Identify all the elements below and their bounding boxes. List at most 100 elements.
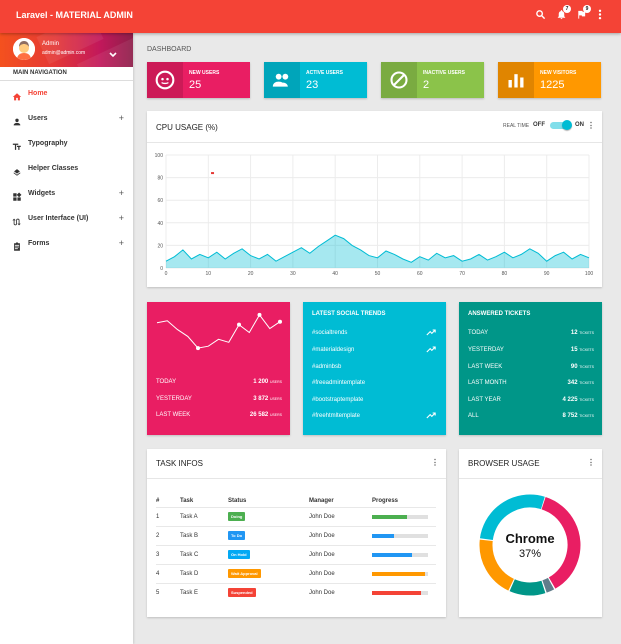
- toggle-knob[interactable]: [562, 120, 572, 130]
- browser-usage-card: BROWSER USAGE ⋮ Chrome 37%: [459, 449, 602, 617]
- infobox-new-users[interactable]: NEW USERS 25: [147, 62, 250, 98]
- expand-icon[interactable]: +: [118, 213, 124, 223]
- table-row[interactable]: 5 Task E Suspended John Doe: [156, 582, 436, 602]
- more-vert-icon[interactable]: ⋮: [431, 458, 439, 467]
- task-manager: John Doe: [309, 582, 372, 602]
- table-row[interactable]: 3 Task C On Hold John Doe: [156, 544, 436, 564]
- infobox-label: NEW VISITORS: [540, 70, 577, 76]
- x-tick-label: 30: [290, 271, 296, 277]
- answered-tickets-card: ANSWERED TICKETS TODAY 12 TICKETS YESTERD…: [459, 302, 602, 435]
- trend-item[interactable]: #socialtrends: [312, 329, 436, 336]
- cpu-line: [165, 234, 590, 263]
- stat-label: YESTERDAY: [156, 396, 192, 402]
- trend-item[interactable]: #bootstraptemplate: [312, 397, 364, 403]
- trending-up-icon: [426, 329, 436, 336]
- y-tick-label: 20: [157, 243, 163, 249]
- progress-fill: [372, 552, 413, 557]
- sidebar-item-users[interactable]: Users +: [0, 110, 133, 128]
- trend-item[interactable]: #freehtmltemplate: [312, 412, 436, 419]
- progress-bar: [372, 514, 428, 519]
- x-tick-label: 80: [502, 271, 508, 277]
- divider: [147, 478, 446, 479]
- bar-chart-icon: [498, 62, 534, 98]
- expand-icon[interactable]: +: [118, 188, 124, 198]
- more-vert-icon[interactable]: [598, 9, 602, 20]
- avatar[interactable]: [13, 38, 35, 60]
- progress-bar: [372, 571, 428, 576]
- sidebar-item-home[interactable]: Home: [0, 85, 133, 103]
- expand-icon[interactable]: +: [118, 113, 124, 123]
- table-row[interactable]: 2 Task B To Do John Doe: [156, 525, 436, 545]
- sparkline-point: [196, 346, 200, 351]
- stat-label: TODAY: [156, 379, 177, 385]
- table-row[interactable]: 1 Task A Doing John Doe: [156, 506, 436, 526]
- ticket-row: ALL 8 752 TICKETS: [468, 413, 594, 419]
- task-number: 3: [156, 544, 180, 564]
- progress-bar: [372, 552, 428, 557]
- divider: [0, 80, 133, 81]
- card-title: LATEST SOCIAL TRENDS: [312, 311, 386, 317]
- sidebar-item-label: Home: [28, 90, 48, 97]
- donut-segment: [479, 494, 581, 596]
- sidebar-item-widgets[interactable]: Widgets +: [0, 185, 133, 203]
- user-info: Admin admin@admin.com: [0, 33, 133, 67]
- status-badge: Suspended: [228, 588, 256, 598]
- chevron-down-icon[interactable]: [109, 45, 117, 63]
- layers-icon: [12, 164, 22, 176]
- more-vert-icon[interactable]: ⋮: [587, 121, 595, 130]
- sparkline-path: [156, 313, 281, 349]
- column-header: Progress: [372, 497, 399, 504]
- task-manager: John Doe: [309, 506, 372, 526]
- infobox-active-users[interactable]: ACTIVE USERS 23: [264, 62, 367, 98]
- trend-item[interactable]: #freeadmintemplate: [312, 380, 366, 386]
- cpu-area: [166, 235, 589, 268]
- realtime-toggle[interactable]: [550, 120, 572, 130]
- infobox-new-visitors[interactable]: NEW VISITORS 1225: [498, 62, 601, 98]
- page-title: DASHBOARD: [147, 46, 192, 53]
- infobox-label: ACTIVE USERS: [306, 70, 343, 76]
- tasks-badge: 9: [583, 5, 591, 13]
- social-trends-card: LATEST SOCIAL TRENDS #socialtrends #mate…: [303, 302, 446, 435]
- sidebar-item-helper-classes[interactable]: Helper Classes: [0, 160, 133, 178]
- sidebar-item-forms[interactable]: Forms +: [0, 235, 133, 253]
- trending-up-icon: [426, 412, 436, 419]
- table-row[interactable]: 4 Task D Wait Approval John Doe: [156, 563, 436, 583]
- task-name: Task C: [180, 544, 228, 564]
- divider: [459, 478, 602, 479]
- x-tick-label: 20: [248, 271, 254, 277]
- realtime-on-label: ON: [575, 122, 584, 128]
- infobox-value: 23: [306, 79, 319, 91]
- infobox-value: 2: [423, 79, 430, 91]
- trend-item[interactable]: #adminbsb: [312, 364, 342, 370]
- column-header: #: [156, 497, 160, 504]
- task-progress: [372, 563, 436, 583]
- app-title[interactable]: Laravel - MATERIAL ADMIN: [16, 10, 133, 20]
- divider: [147, 142, 602, 143]
- flag-icon[interactable]: 9: [576, 5, 591, 20]
- progress-fill: [372, 571, 426, 576]
- stat-value: 3 872 USERS: [253, 396, 282, 402]
- stat-row-yesterday: YESTERDAY 3 872 USERS: [156, 396, 282, 402]
- sidebar-item-typography[interactable]: Typography: [0, 135, 133, 153]
- home-icon: [12, 89, 22, 101]
- search-icon[interactable]: [535, 9, 546, 20]
- x-tick-label: 90: [544, 271, 550, 277]
- donut-center-label: Chrome: [505, 531, 555, 546]
- column-header: Manager: [309, 497, 334, 504]
- task-progress: [372, 506, 436, 526]
- trend-item[interactable]: #materialdesign: [312, 346, 436, 353]
- task-name: Task A: [180, 506, 228, 526]
- notifications-icon[interactable]: 7: [556, 5, 571, 20]
- x-tick-label: 50: [375, 271, 381, 277]
- card-title: CPU USAGE (%): [156, 123, 218, 132]
- task-manager: John Doe: [309, 563, 372, 583]
- infobox-inactive-users[interactable]: INACTIVE USERS 2: [381, 62, 484, 98]
- expand-icon[interactable]: +: [118, 238, 124, 248]
- sidebar-item-user-interface[interactable]: User Interface (UI) +: [0, 210, 133, 228]
- widgets-icon: [12, 189, 22, 201]
- ticket-row: LAST WEEK 90 TICKETS: [468, 364, 594, 370]
- more-vert-icon[interactable]: ⋮: [587, 458, 595, 467]
- sparkline-point: [278, 319, 282, 324]
- assignment-icon: [12, 239, 22, 251]
- realtime-off-label: OFF: [533, 122, 545, 128]
